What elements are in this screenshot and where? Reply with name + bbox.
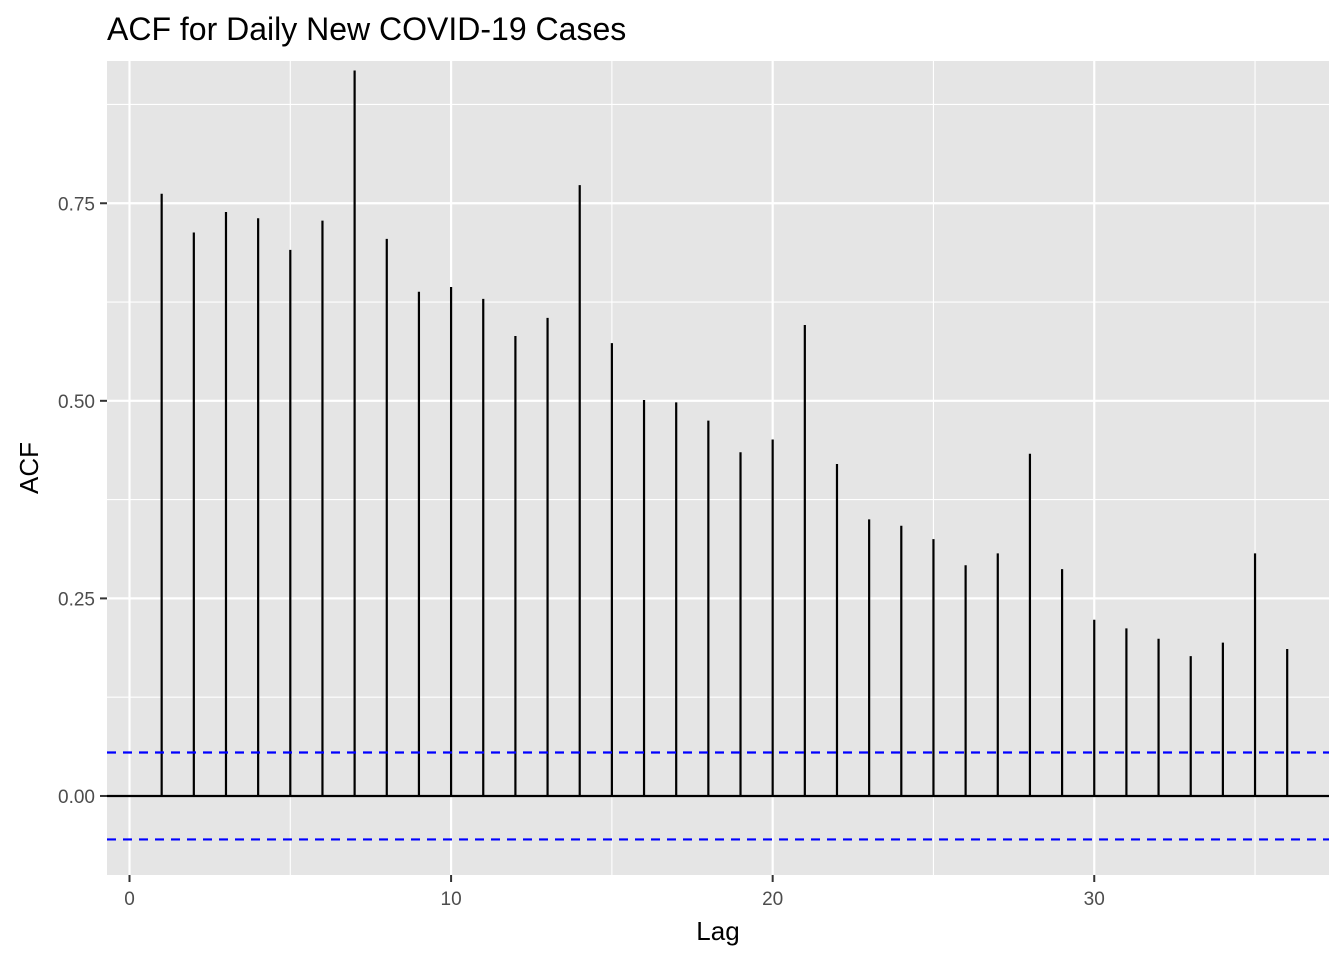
- x-axis-title: Lag: [696, 916, 739, 946]
- y-tick-label: 0.00: [58, 787, 95, 808]
- x-tick-label: 30: [1084, 889, 1105, 910]
- y-tick-label: 0.50: [58, 392, 95, 413]
- x-axis: 0 10 20 30: [124, 875, 1105, 910]
- x-tick-label: 0: [124, 889, 135, 910]
- acf-bars: [160, 70, 1289, 796]
- y-axis-title: ACF: [14, 442, 44, 494]
- y-axis: 0.00 0.25 0.50 0.75: [58, 194, 107, 808]
- x-tick-label: 20: [762, 889, 783, 910]
- chart-title: ACF for Daily New COVID-19 Cases: [107, 11, 626, 47]
- x-tick-label: 10: [441, 889, 462, 910]
- y-tick-label: 0.75: [58, 194, 95, 215]
- y-tick-label: 0.25: [58, 589, 95, 610]
- reference-lines: [107, 751, 1329, 841]
